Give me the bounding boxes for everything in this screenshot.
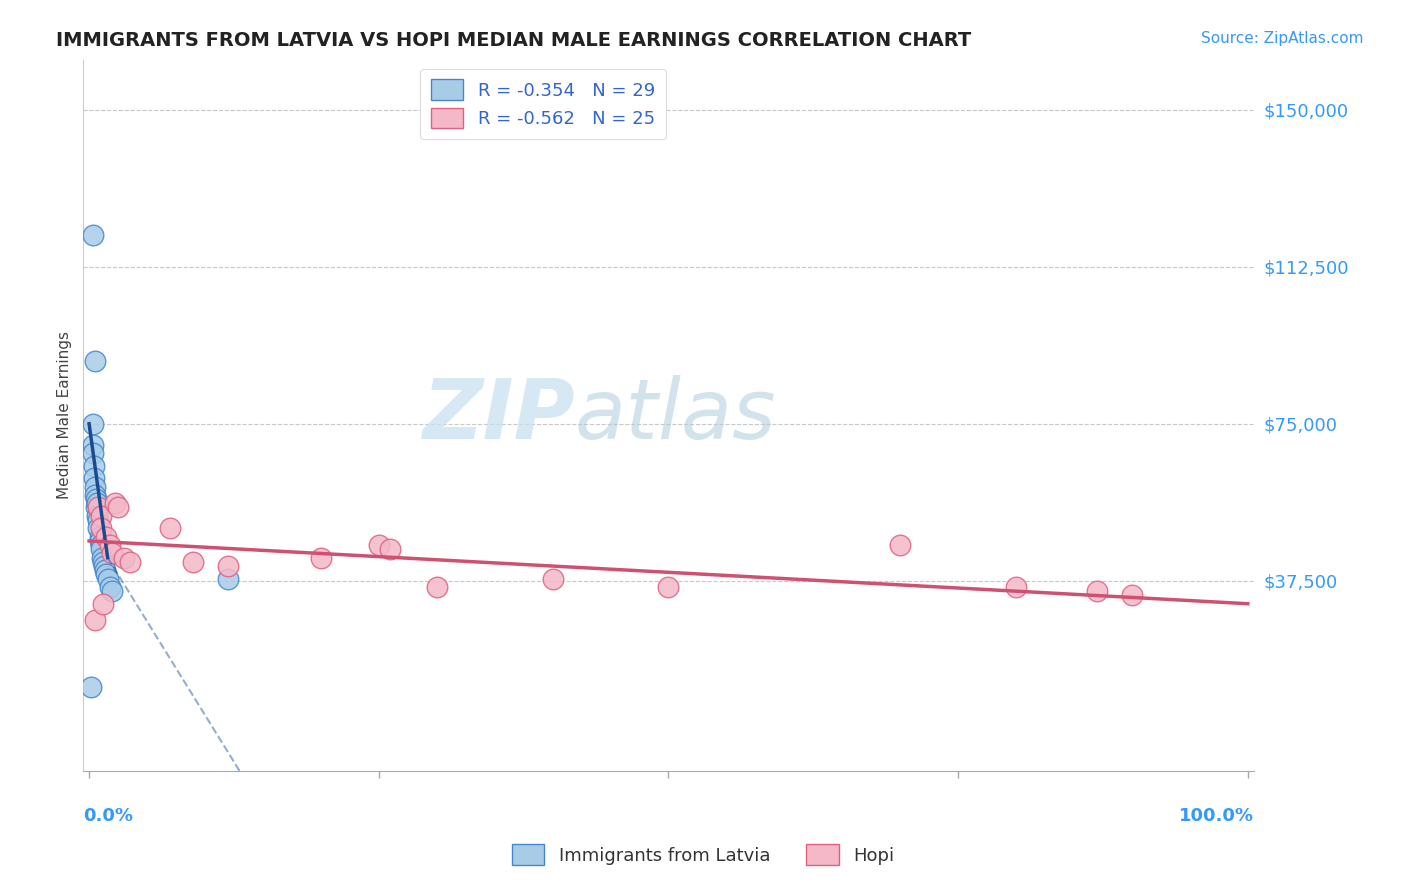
Point	[112, 550, 135, 565]
Point	[217, 572, 239, 586]
Point	[309, 550, 332, 565]
Point	[107, 500, 129, 515]
Point	[87, 521, 110, 535]
Text: Source: ZipAtlas.com: Source: ZipAtlas.com	[1201, 31, 1364, 46]
Point	[98, 538, 121, 552]
Point	[1085, 584, 1108, 599]
Point	[889, 538, 911, 552]
Text: 0.0%: 0.0%	[83, 806, 134, 825]
Point	[657, 580, 679, 594]
Point	[101, 547, 124, 561]
Point	[118, 555, 141, 569]
Point	[1005, 580, 1028, 594]
Text: 100.0%: 100.0%	[1178, 806, 1254, 825]
Point	[103, 496, 125, 510]
Point	[84, 500, 107, 515]
Point	[89, 533, 111, 548]
Point	[90, 538, 112, 552]
Point	[90, 521, 112, 535]
Point	[83, 614, 105, 628]
Point	[183, 555, 205, 569]
Point	[86, 496, 108, 510]
Point	[101, 584, 124, 599]
Point	[159, 521, 181, 535]
Point	[90, 508, 112, 523]
Legend: R = -0.354   N = 29, R = -0.562   N = 25: R = -0.354 N = 29, R = -0.562 N = 25	[420, 69, 666, 139]
Point	[97, 572, 120, 586]
Point	[367, 538, 389, 552]
Legend: Immigrants from Latvia, Hopi: Immigrants from Latvia, Hopi	[505, 837, 901, 872]
Point	[90, 550, 112, 565]
Point	[87, 513, 110, 527]
Text: atlas: atlas	[575, 375, 776, 456]
Point	[380, 542, 402, 557]
Point	[82, 438, 104, 452]
Point	[83, 458, 105, 473]
Point	[96, 530, 118, 544]
Text: ZIP: ZIP	[422, 375, 575, 456]
Point	[1121, 588, 1143, 602]
Point	[541, 572, 564, 586]
Point	[82, 228, 104, 243]
Point	[82, 446, 104, 460]
Point	[89, 530, 111, 544]
Point	[217, 559, 239, 574]
Point	[83, 479, 105, 493]
Point	[87, 500, 110, 515]
Point	[80, 681, 103, 695]
Point	[84, 492, 107, 507]
Point	[91, 555, 114, 569]
Point	[98, 580, 121, 594]
Point	[426, 580, 449, 594]
Point	[94, 563, 117, 577]
Point	[82, 417, 104, 431]
Point	[93, 559, 115, 574]
Point	[83, 488, 105, 502]
Text: IMMIGRANTS FROM LATVIA VS HOPI MEDIAN MALE EARNINGS CORRELATION CHART: IMMIGRANTS FROM LATVIA VS HOPI MEDIAN MA…	[56, 31, 972, 50]
Point	[83, 471, 105, 485]
Point	[83, 354, 105, 368]
Y-axis label: Median Male Earnings: Median Male Earnings	[58, 331, 72, 500]
Point	[86, 508, 108, 523]
Point	[90, 542, 112, 557]
Point	[91, 597, 114, 611]
Point	[96, 567, 118, 582]
